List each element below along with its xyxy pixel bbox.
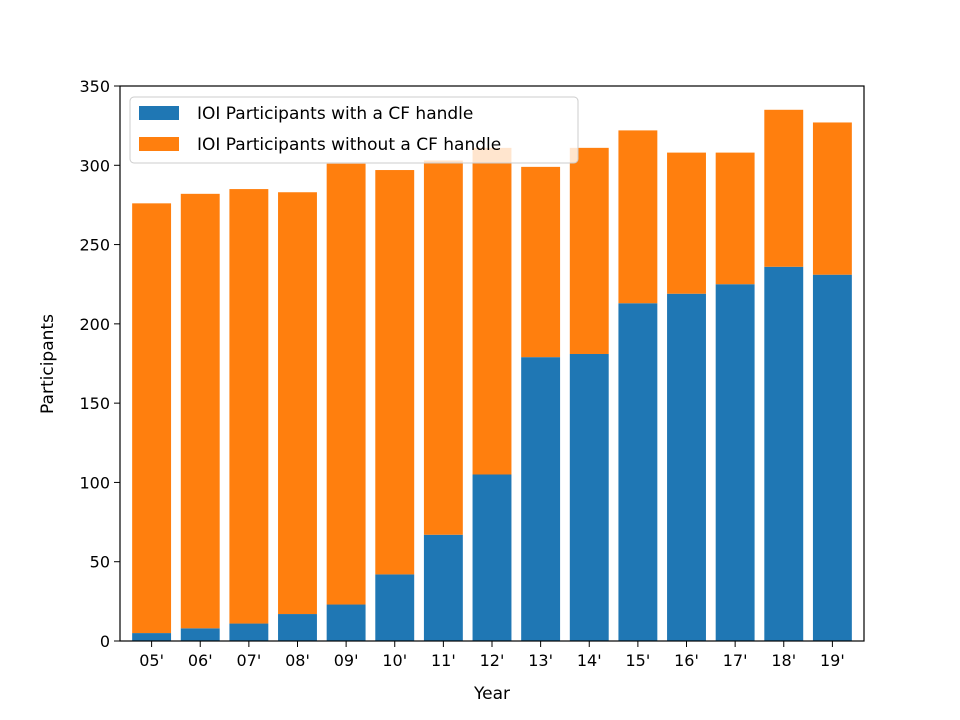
bar-without-cf-0: [132, 203, 172, 634]
bar-without-cf-11: [667, 152, 706, 294]
legend-label: IOI Participants without a CF handle: [197, 135, 501, 155]
bar-with-cf-1: [180, 628, 220, 641]
bar-without-cf-8: [521, 166, 561, 358]
y-tick-label: 200: [79, 315, 110, 334]
legend-swatch: [139, 106, 179, 120]
bar-without-cf-9: [569, 147, 609, 354]
bar-without-cf-4: [326, 163, 366, 605]
x-tick-label: 08': [285, 651, 310, 670]
y-tick-label: 250: [79, 236, 110, 255]
bar-with-cf-7: [472, 474, 512, 641]
x-tick-label: 18': [771, 651, 796, 670]
x-tick-label: 05': [139, 651, 164, 670]
bar-with-cf-6: [423, 534, 463, 641]
y-tick-label: 100: [79, 473, 110, 492]
y-axis-label: Participants: [38, 314, 58, 414]
bar-without-cf-7: [472, 147, 512, 475]
x-axis: 05' 06' 07' 08' 09' 10' 11' 12' 13' 14' 15' 16' 17' 1…: [139, 641, 845, 670]
y-axis: 0 50 100 150 200 250 300 350: [79, 77, 120, 651]
bars-group: [132, 109, 852, 641]
bar-with-cf-0: [132, 633, 172, 641]
x-tick-label: 14': [577, 651, 602, 670]
y-tick-label: 0: [100, 632, 110, 651]
x-tick-label: 11': [431, 651, 456, 670]
bar-without-cf-14: [812, 122, 852, 275]
bar-with-cf-4: [326, 604, 366, 641]
x-tick-label: 17': [723, 651, 748, 670]
x-tick-label: 19': [820, 651, 845, 670]
bar-with-cf-2: [229, 623, 269, 641]
x-tick-label: 13': [528, 651, 553, 670]
bar-without-cf-5: [375, 170, 415, 575]
x-tick-label: 06': [188, 651, 213, 670]
bar-with-cf-13: [764, 266, 804, 641]
legend-box: [129, 96, 579, 164]
bar-with-cf-12: [715, 284, 755, 641]
y-tick-label: 300: [79, 156, 110, 175]
bar-with-cf-14: [812, 274, 852, 641]
legend: IOI Participants with a CF handle IOI Par…: [129, 96, 579, 164]
bar-with-cf-10: [618, 303, 658, 641]
legend-swatch: [139, 137, 179, 151]
bar-without-cf-1: [180, 193, 220, 629]
bar-without-cf-3: [278, 192, 317, 615]
bar-without-cf-13: [764, 109, 804, 267]
x-tick-label: 12': [480, 651, 505, 670]
x-axis-label: Year: [473, 684, 510, 704]
bar-with-cf-11: [667, 293, 706, 641]
x-tick-label: 10': [382, 651, 407, 670]
y-tick-label: 350: [79, 77, 110, 96]
x-tick-label: 07': [236, 651, 261, 670]
bar-without-cf-10: [618, 130, 658, 304]
bar-with-cf-9: [569, 353, 609, 641]
bar-with-cf-8: [521, 357, 561, 641]
y-tick-label: 50: [90, 553, 110, 572]
x-tick-label: 09': [334, 651, 359, 670]
bar-without-cf-2: [229, 189, 269, 624]
x-tick-label: 16': [674, 651, 699, 670]
bar-without-cf-12: [715, 152, 755, 285]
bar-without-cf-6: [423, 160, 463, 535]
y-tick-label: 150: [79, 394, 110, 413]
bar-with-cf-5: [375, 574, 415, 641]
bar-with-cf-3: [278, 614, 317, 641]
legend-label: IOI Participants with a CF handle: [197, 104, 473, 124]
x-tick-label: 15': [625, 651, 650, 670]
